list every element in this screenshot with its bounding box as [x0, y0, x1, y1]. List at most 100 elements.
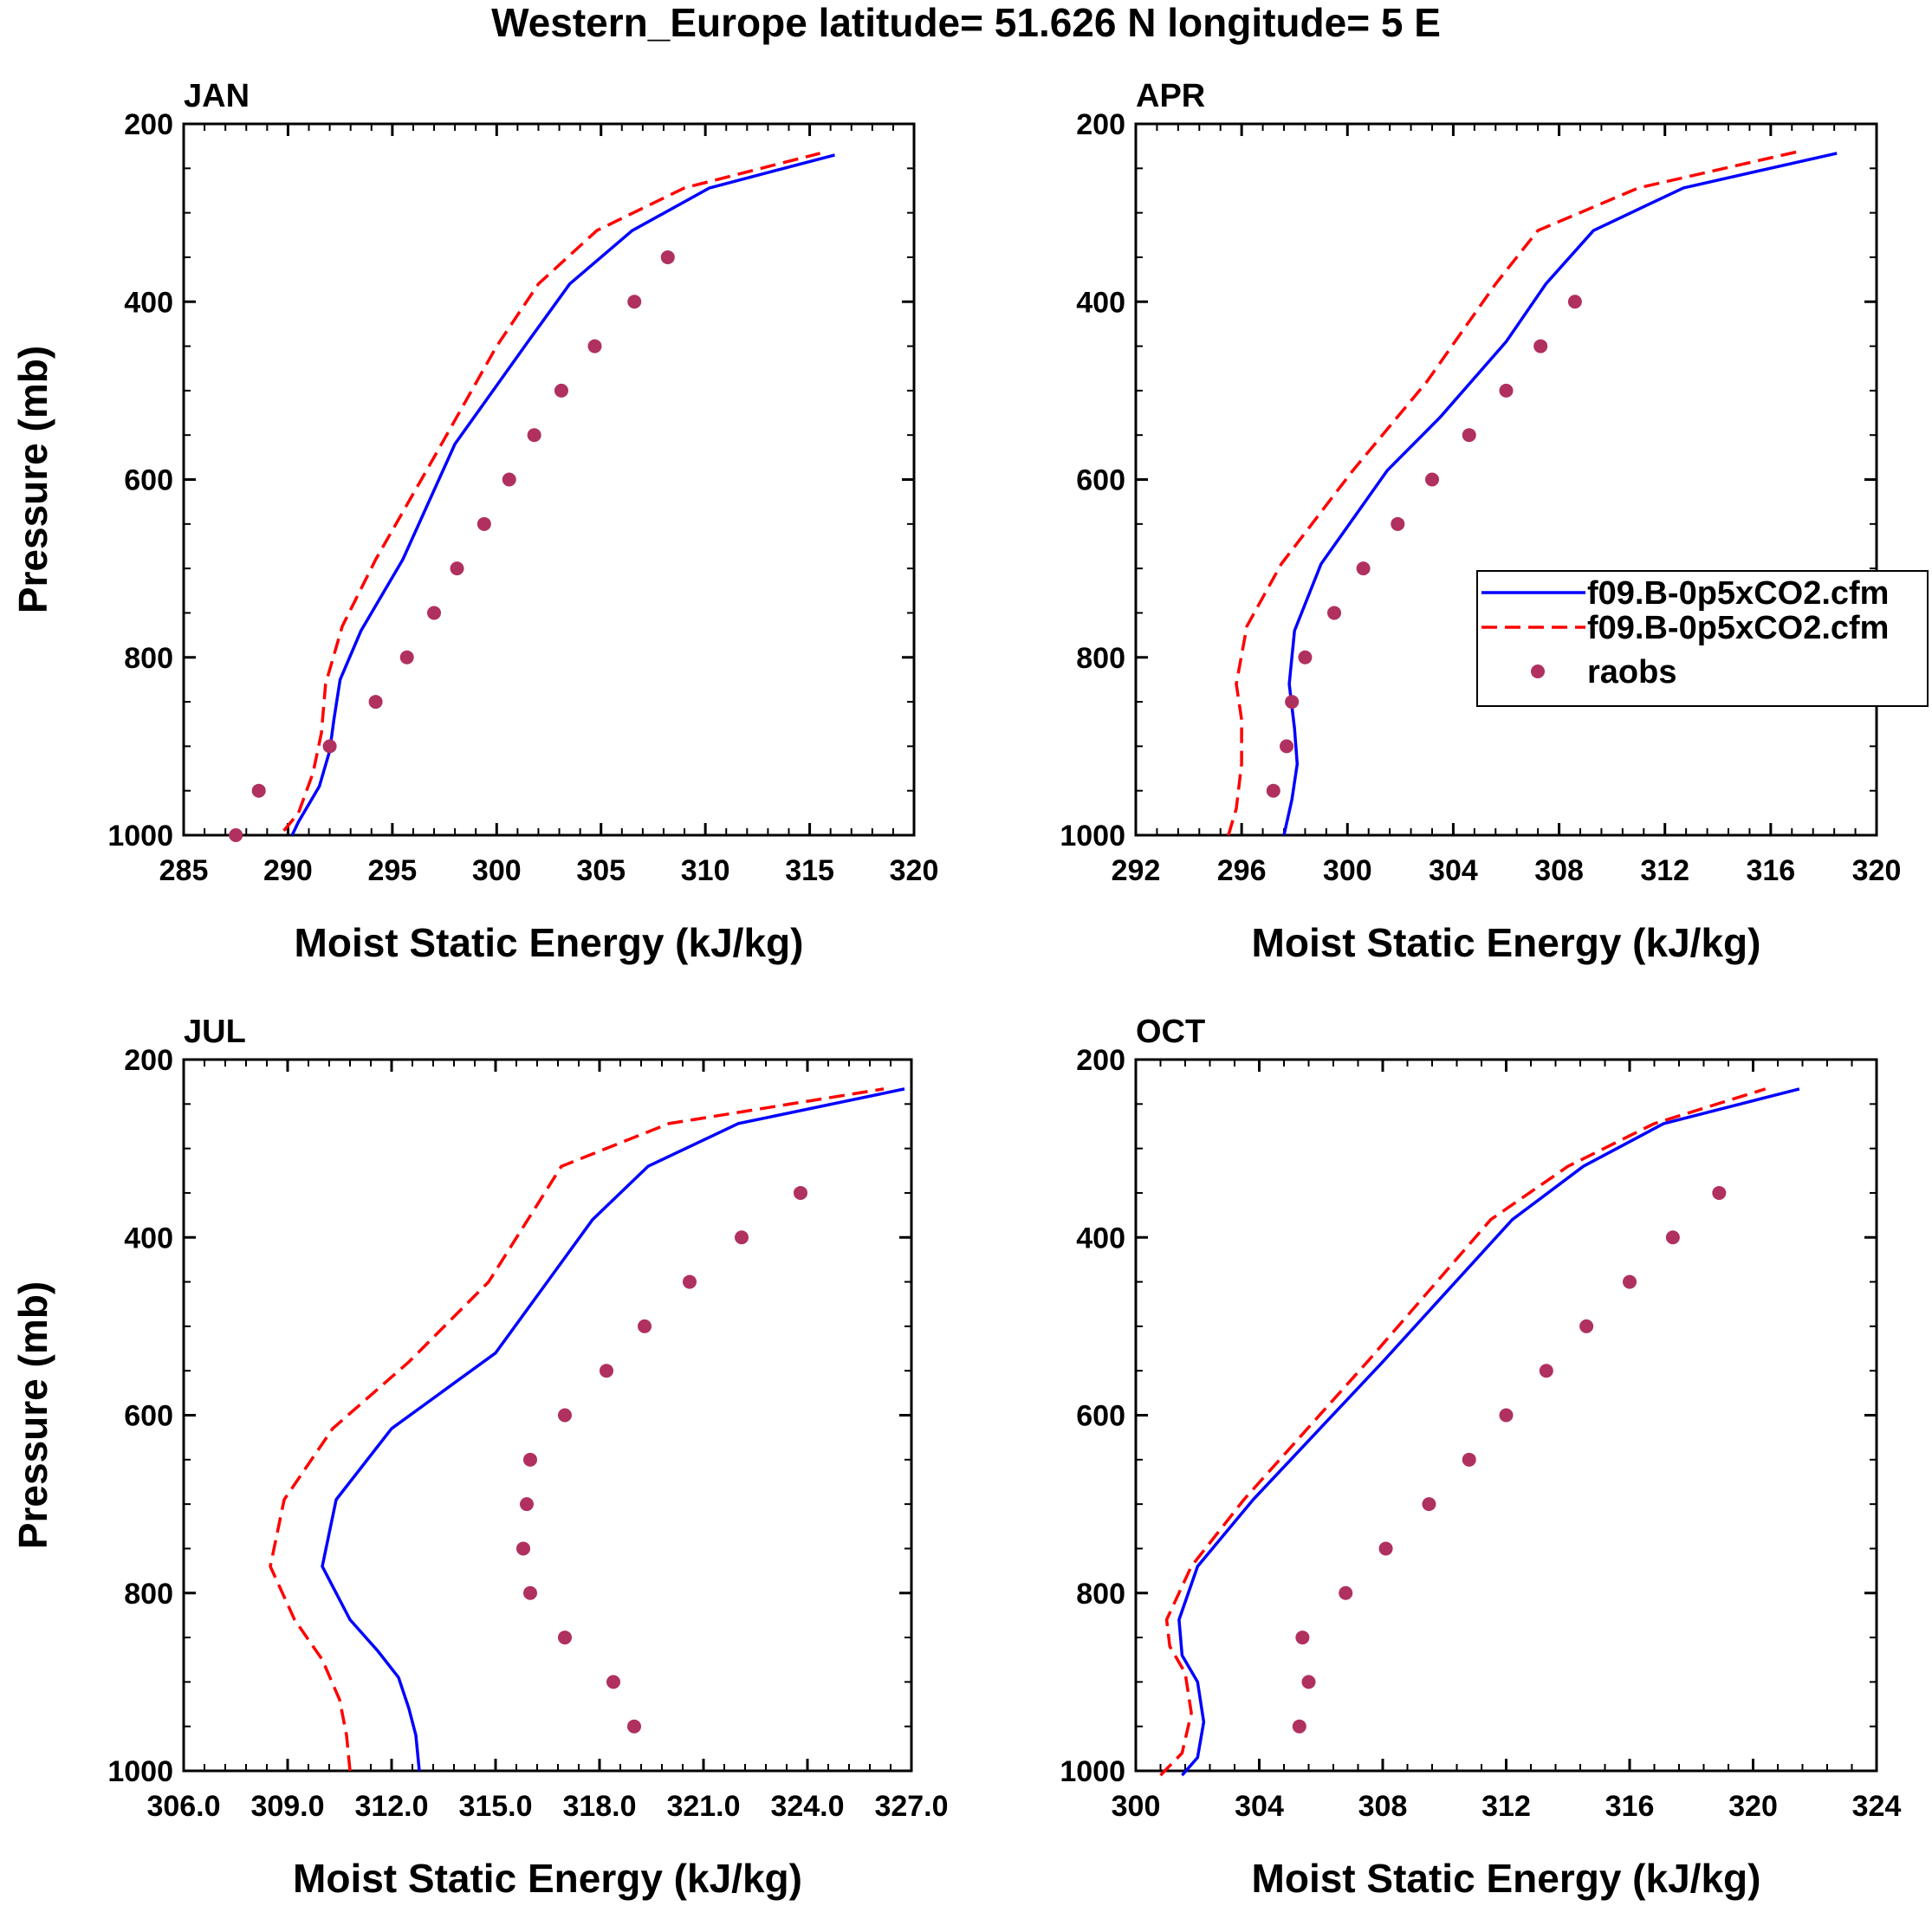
raobs-point — [450, 561, 464, 576]
raobs-point — [251, 783, 266, 798]
y-tick-label: 800 — [1076, 642, 1125, 675]
y-tick-label: 1000 — [107, 1755, 173, 1788]
raobs-point — [523, 1452, 537, 1467]
x-tick-label: 321.0 — [666, 1790, 740, 1823]
raobs-point — [1533, 339, 1548, 353]
dashed-series-line — [269, 1087, 885, 1772]
raobs-point — [638, 1319, 652, 1333]
y-tick-label: 200 — [124, 1044, 173, 1077]
x-tick-label: 318.0 — [562, 1790, 636, 1823]
raobs-point — [1422, 1497, 1436, 1512]
x-tick-label: 304 — [1429, 854, 1478, 887]
raobs-point — [735, 1230, 749, 1245]
raobs-point — [322, 739, 337, 754]
x-tick-label: 312.0 — [354, 1790, 428, 1823]
panel-title: OCT — [1136, 1014, 1205, 1050]
y-tick-label: 600 — [1076, 464, 1125, 497]
x-axis-label: Moist Static Energy (kJ/kg) — [1252, 1856, 1761, 1901]
raobs-point — [606, 1675, 620, 1689]
raobs-point — [558, 1631, 572, 1645]
x-tick-label: 300 — [1112, 1790, 1161, 1823]
x-tick-label: 292 — [1112, 854, 1161, 887]
raobs-point — [1665, 1230, 1680, 1245]
raobs-point — [1327, 606, 1342, 620]
y-tick-label: 400 — [124, 286, 173, 319]
raobs-point — [1378, 1541, 1393, 1556]
x-tick-label: 296 — [1217, 854, 1267, 887]
raobs-point — [1712, 1185, 1727, 1200]
x-tick-label: 316 — [1746, 854, 1795, 887]
raobs-point — [1391, 516, 1405, 531]
panel-jan: 285 290 295 300 305 310 315 320 200 400 600 800 1000… — [10, 78, 938, 965]
y-tick-label: 1000 — [1060, 1755, 1125, 1788]
x-tick-label: 312 — [1640, 854, 1689, 887]
raobs-point — [1301, 1675, 1316, 1689]
x-tick-label: 312 — [1481, 1790, 1531, 1823]
x-tick-label: 315 — [785, 854, 834, 887]
raobs-point — [1298, 650, 1313, 665]
raobs-point — [1266, 783, 1280, 798]
raobs-point — [554, 383, 568, 398]
x-tick-label: 327.0 — [874, 1790, 948, 1823]
raobs-point — [1499, 383, 1514, 398]
raobs-point — [516, 1541, 530, 1556]
legend-marker — [1531, 665, 1545, 678]
raobs-point — [368, 695, 383, 710]
dashed-series-line — [1227, 149, 1803, 836]
raobs-point — [1623, 1274, 1637, 1289]
x-tick-label: 310 — [681, 854, 730, 887]
plot-frame — [1134, 122, 1878, 837]
raobs-point — [1462, 1452, 1476, 1467]
x-tick-label: 300 — [472, 854, 522, 887]
y-tick-label: 200 — [124, 108, 173, 141]
raobs-point — [600, 1364, 613, 1378]
panel-apr: 292 296 300 304 308 312 316 320 200 400 600 800 1000… — [1060, 78, 1929, 965]
legend-label: f09.B-0p5xCO2.cfm — [1587, 575, 1889, 612]
y-tick-label: 400 — [124, 1222, 173, 1255]
y-tick-label: 600 — [1076, 1400, 1125, 1433]
raobs-point — [1539, 1364, 1553, 1378]
y-axis-label: Pressure (mb) — [10, 1281, 55, 1549]
y-tick-label: 600 — [124, 464, 173, 497]
y-tick-label: 400 — [1076, 286, 1125, 319]
raobs-point — [1280, 739, 1294, 754]
raobs-point — [627, 295, 642, 309]
plot-frame — [182, 1058, 913, 1773]
x-tick-label: 308 — [1534, 854, 1584, 887]
solid-series-line — [1282, 152, 1838, 836]
x-tick-label: 295 — [367, 854, 417, 887]
raobs-point — [1499, 1408, 1514, 1423]
y-axis-label: Pressure (mb) — [10, 346, 55, 613]
raobs-point — [660, 250, 675, 264]
x-tick-label: 300 — [1323, 854, 1372, 887]
x-tick-label: 320 — [1728, 1790, 1778, 1823]
x-tick-label: 309.0 — [250, 1790, 324, 1823]
x-axis-label: Moist Static Energy (kJ/kg) — [295, 920, 804, 965]
x-tick-label: 306.0 — [146, 1790, 220, 1823]
raobs-point — [1567, 295, 1582, 309]
solid-series-line — [1177, 1087, 1800, 1777]
solid-series-line — [290, 153, 835, 836]
panel-title: JUL — [184, 1014, 246, 1050]
solid-series-line — [321, 1087, 905, 1772]
x-tick-label: 320 — [890, 854, 939, 887]
dashed-series-line — [282, 152, 821, 833]
dashed-series-line — [1159, 1087, 1767, 1777]
x-tick-label: 305 — [576, 854, 626, 887]
figure-title: Western_Europe latitude= 51.626 N longit… — [491, 0, 1441, 45]
raobs-point — [520, 1497, 534, 1512]
raobs-point — [627, 1719, 641, 1734]
raobs-point — [1462, 428, 1476, 443]
y-tick-label: 1000 — [1060, 820, 1125, 853]
raobs-point — [1285, 695, 1300, 710]
raobs-point — [523, 1585, 537, 1600]
y-tick-label: 1000 — [107, 820, 173, 853]
plot-frame — [182, 122, 916, 837]
y-tick-label: 800 — [124, 642, 173, 675]
panel-oct: 300 304 308 312 316 320 324 200 400 600 800 1000 OCT… — [1060, 1014, 1901, 1901]
x-tick-label: 285 — [159, 854, 209, 887]
y-tick-label: 400 — [1076, 1222, 1125, 1255]
x-tick-label: 324 — [1852, 1790, 1902, 1823]
raobs-point — [1425, 472, 1439, 487]
